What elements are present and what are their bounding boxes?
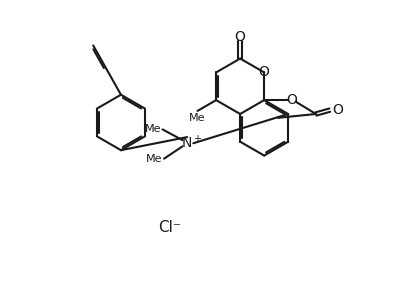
Text: Me: Me (146, 154, 163, 164)
Text: Me: Me (145, 124, 161, 134)
Text: Me: Me (189, 113, 206, 123)
Text: N: N (182, 136, 192, 150)
Text: O: O (259, 65, 270, 79)
Text: O: O (332, 103, 343, 117)
Text: O: O (286, 93, 298, 107)
Text: O: O (235, 30, 246, 44)
Text: +: + (193, 134, 200, 144)
Text: Cl⁻: Cl⁻ (158, 221, 181, 236)
